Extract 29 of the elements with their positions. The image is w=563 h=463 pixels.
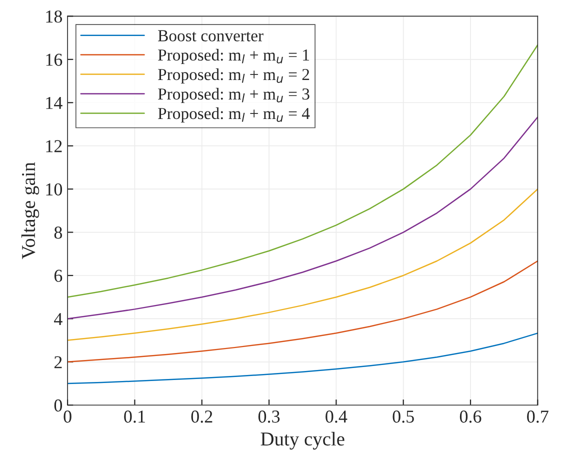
line-series — [68, 188, 538, 341]
y-tick-label: 18 — [46, 10, 62, 23]
line-series — [68, 332, 538, 384]
y-tick-label: 12 — [46, 140, 62, 152]
x-tick-label: 0.1 — [124, 410, 145, 423]
line-series — [68, 260, 538, 363]
legend-label: Proposed: m$_{l}$ + m$_{u}$ = 2 — [158, 68, 310, 84]
y-tick-label: 6 — [54, 270, 62, 282]
x-tick-label: 0.2 — [191, 410, 212, 423]
y-tick-label: 0 — [54, 399, 62, 412]
x-tick-label: 0.5 — [392, 410, 414, 423]
y-tick-label: 16 — [46, 54, 62, 66]
y-axis-title: Voltage gain — [21, 162, 40, 260]
x-tick-label: 0.3 — [258, 410, 280, 423]
legend-label: Proposed: m$_{l}$ + m$_{u}$ = 3 — [158, 88, 310, 104]
x-axis-title: Duty cycle — [260, 432, 344, 450]
y-tick-label: 14 — [46, 96, 62, 109]
y-tick-label: 8 — [54, 226, 62, 239]
x-tick-label: 0.6 — [460, 410, 482, 423]
x-tick-label: 0.7 — [527, 410, 548, 423]
x-tick-label: 0.4 — [326, 410, 348, 423]
legend-label: Proposed: m$_{l}$ + m$_{u}$ = 4 — [158, 107, 310, 123]
legend-label: Proposed: m$_{l}$ + m$_{u}$ = 1 — [158, 48, 309, 64]
legend-label: Boost converter — [158, 30, 264, 42]
y-tick-label: 4 — [54, 313, 62, 325]
line-series — [68, 44, 538, 298]
x-tick-label: 0 — [64, 410, 72, 423]
y-tick-label: 2 — [54, 356, 62, 368]
y-tick-label: 10 — [46, 183, 62, 196]
